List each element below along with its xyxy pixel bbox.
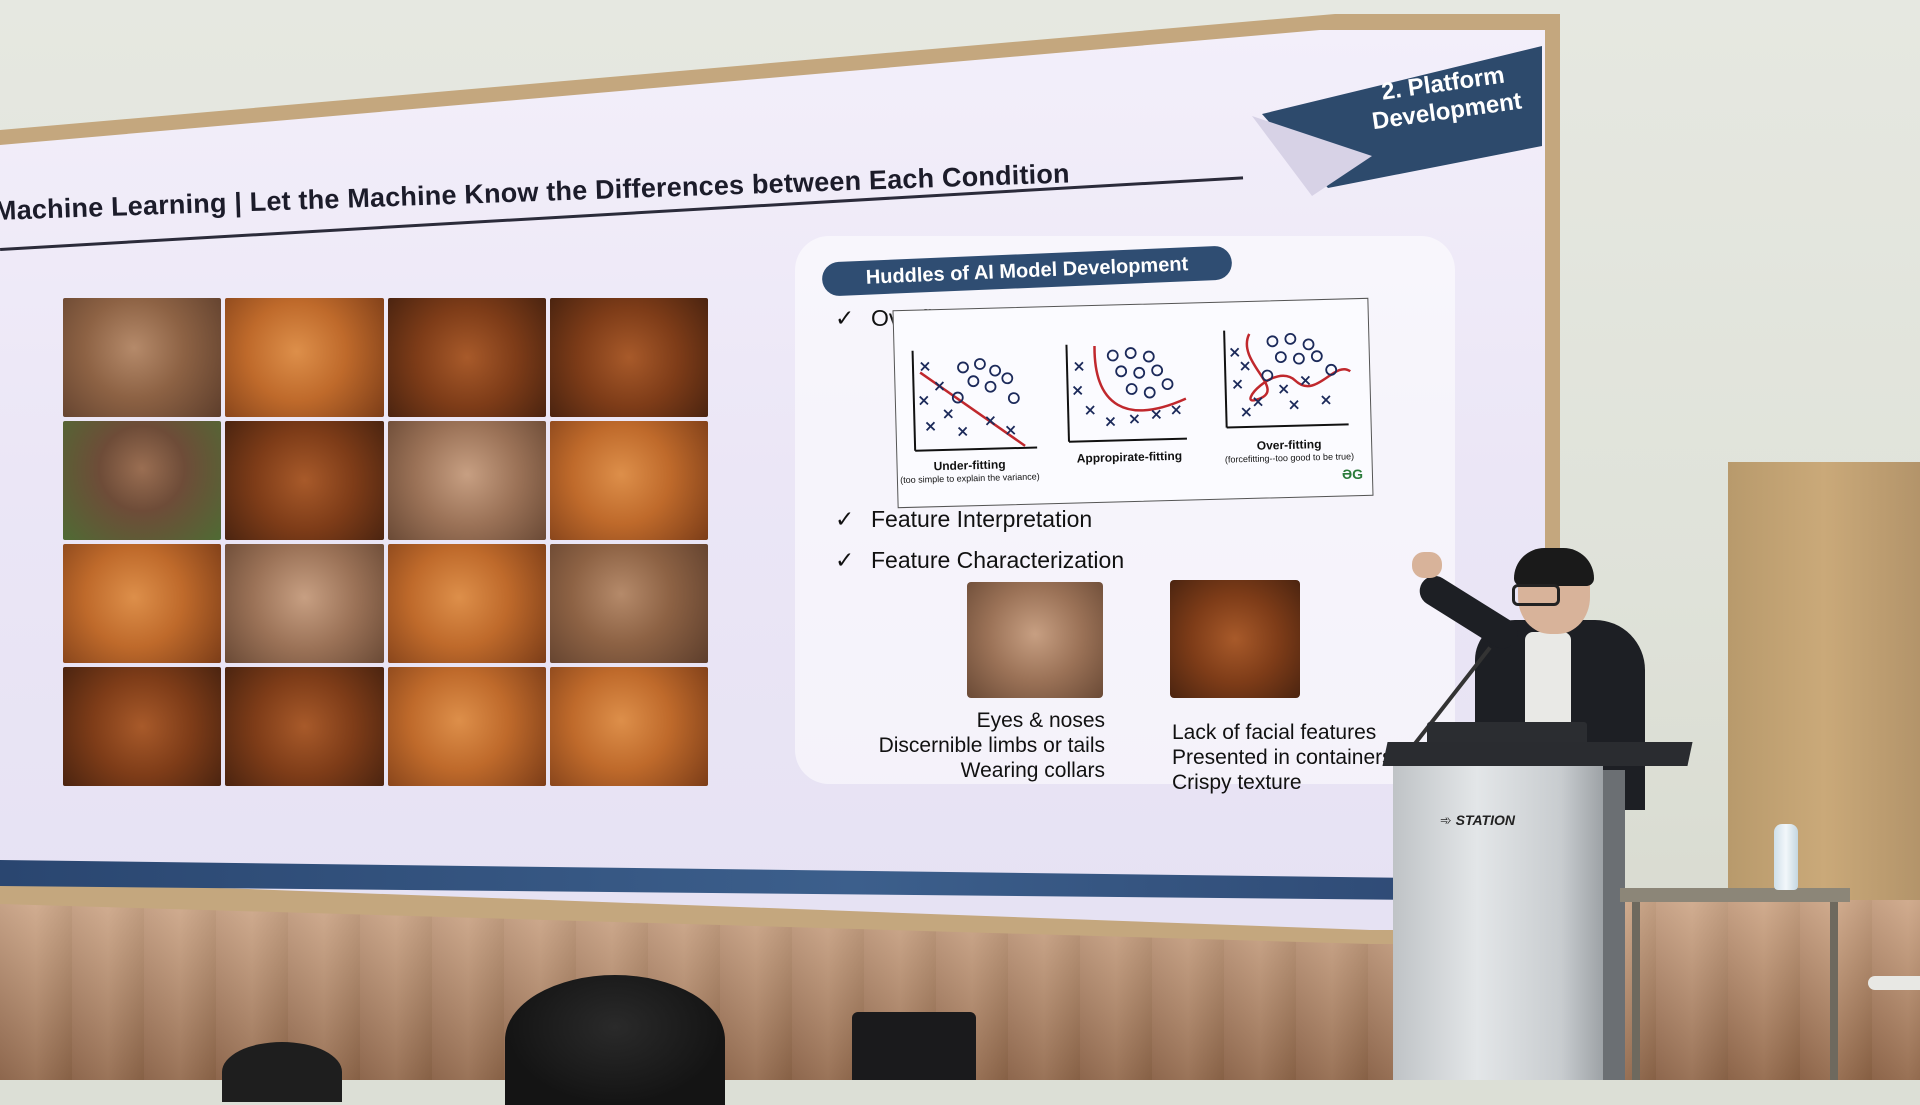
- stool: [1868, 976, 1920, 990]
- fried-chicken-image: [225, 298, 384, 417]
- fried-chicken-image: [549, 421, 708, 540]
- chicken-feature-item: Presented in containers: [1172, 746, 1393, 769]
- fried-chicken-image: [549, 667, 708, 786]
- podium-brand-text: STATION: [1455, 812, 1515, 828]
- under-fitting-sublabel: (too simple to explain the variance): [900, 471, 1040, 485]
- check-item-label: Feature Characterization: [871, 547, 1125, 573]
- over-fitting-label: Over-fitting: [1257, 437, 1322, 453]
- appropriate-fitting-plot: [1065, 344, 1187, 443]
- water-bottle: [1774, 824, 1798, 890]
- over-fitting-sublabel: (forcefitting--too good to be true): [1225, 451, 1354, 464]
- gfg-logo-icon: ƏG: [1342, 466, 1364, 482]
- glasses-icon: [1512, 584, 1560, 606]
- poodle-image: [63, 421, 222, 540]
- check-item-label: Feature Interpretation: [871, 506, 1093, 532]
- fried-chicken-image: [225, 421, 384, 540]
- check-item-feature-characterization: ✓ Feature Characterization: [835, 547, 1124, 574]
- dog-vs-chicken-image-grid: [63, 298, 708, 786]
- fried-chicken-image: [225, 667, 384, 786]
- dog-feature-item: Wearing collars: [960, 759, 1105, 782]
- fried-chicken-image: [63, 544, 222, 663]
- appropriate-fitting-label: Appropirate-fitting: [1077, 449, 1183, 466]
- side-table-leg: [1632, 902, 1640, 1080]
- speaker-hair: [1514, 548, 1594, 586]
- side-table: [1620, 888, 1850, 902]
- dog-example-image: [967, 582, 1103, 698]
- checkmark-icon: ✓: [835, 305, 855, 331]
- dog-feature-item: Discernible limbs or tails: [878, 734, 1105, 757]
- poodle-image: [387, 421, 546, 540]
- under-fitting-label: Under-fitting: [933, 457, 1005, 473]
- chicken-feature-item: Crispy texture: [1172, 771, 1302, 794]
- chicken-example-image: [1170, 580, 1300, 698]
- chicken-feature-item: Lack of facial features: [1172, 721, 1377, 744]
- podium-brand-logo: ➾ STATION: [1440, 812, 1560, 829]
- dog-feature-item: Eyes & noses: [976, 709, 1105, 732]
- fried-chicken-image: [387, 667, 546, 786]
- fried-chicken-image: [387, 298, 546, 417]
- speaker-hand: [1412, 552, 1442, 578]
- audience-head: [505, 975, 725, 1105]
- fitting-comparison-figure: Under-fitting (too simple to explain the…: [892, 297, 1374, 509]
- chicken-features-list: Lack of facial features Presented in con…: [1172, 720, 1412, 795]
- side-table-leg: [1830, 902, 1838, 1080]
- podium-logo-icon: ➾: [1440, 812, 1456, 828]
- checkmark-icon: ✓: [835, 506, 855, 532]
- stage-monitor-speaker: [852, 1012, 976, 1080]
- checkmark-icon: ✓: [835, 547, 855, 573]
- fried-chicken-image: [63, 667, 222, 786]
- poodle-image: [549, 544, 708, 663]
- dog-features-list: Eyes & noses Discernible limbs or tails …: [855, 708, 1105, 783]
- poodle-image: [225, 544, 384, 663]
- poodle-image: [63, 298, 222, 417]
- check-item-feature-interpretation: ✓ Feature Interpretation: [835, 506, 1092, 533]
- podium: [1393, 742, 1603, 1080]
- fitting-plots: Under-fitting (too simple to explain the…: [900, 330, 1354, 485]
- podium-side: [1603, 770, 1625, 1080]
- over-fitting-plot: [1223, 330, 1351, 429]
- fried-chicken-image: [387, 544, 546, 663]
- fried-chicken-image: [549, 298, 708, 417]
- audience-head: [222, 1042, 342, 1102]
- under-fitting-plot: [911, 350, 1038, 452]
- podium-top: [1382, 742, 1693, 766]
